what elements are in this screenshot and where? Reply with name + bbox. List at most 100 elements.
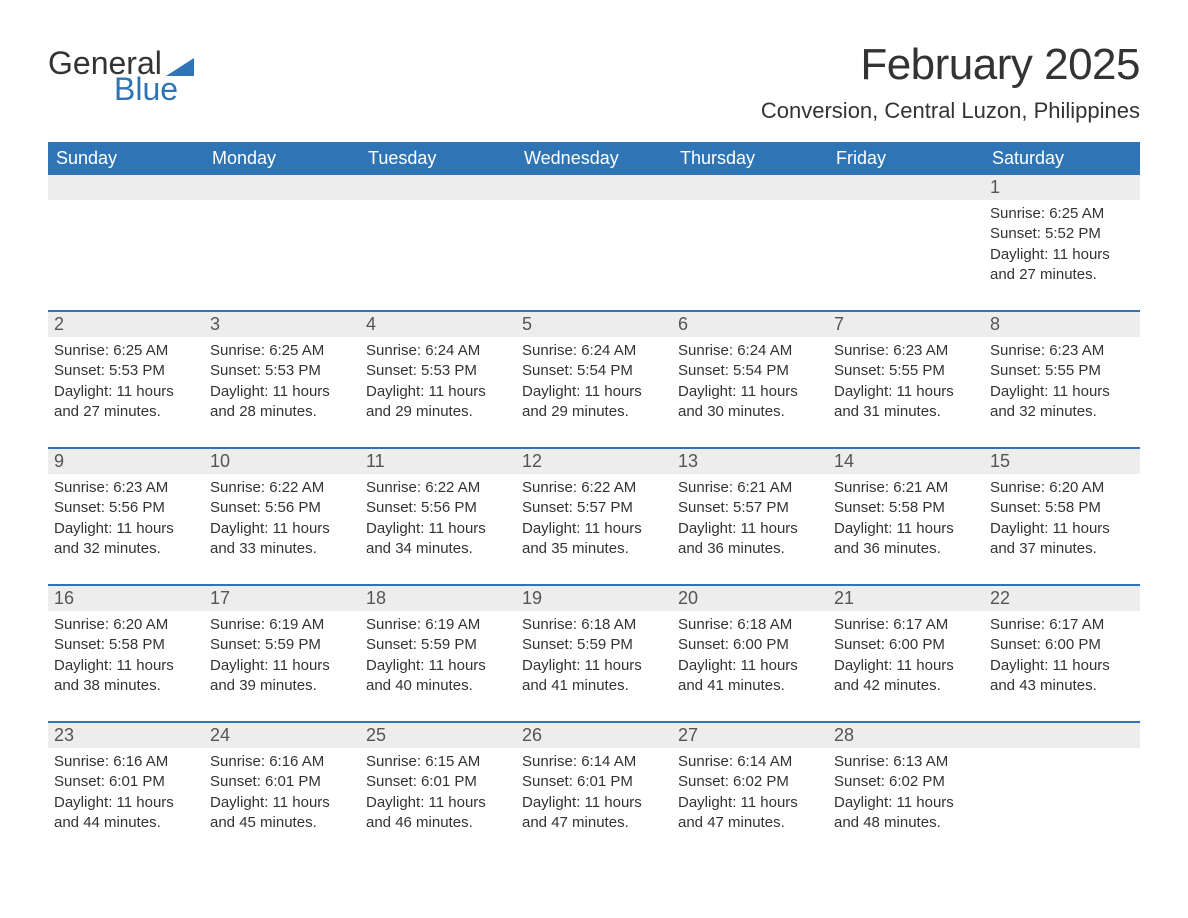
header: General Blue February 2025 Conversion, C… xyxy=(48,40,1140,124)
day-number: 8 xyxy=(984,312,1140,337)
weekday-header: Monday xyxy=(204,142,360,175)
day-number: 19 xyxy=(516,586,672,611)
calendar-empty-cell xyxy=(48,175,204,311)
weekday-header: Thursday xyxy=(672,142,828,175)
day-number: 20 xyxy=(672,586,828,611)
calendar-day-cell: 10Sunrise: 6:22 AM Sunset: 5:56 PM Dayli… xyxy=(204,448,360,585)
day-details: Sunrise: 6:25 AM Sunset: 5:53 PM Dayligh… xyxy=(48,337,204,447)
day-details: Sunrise: 6:16 AM Sunset: 6:01 PM Dayligh… xyxy=(204,748,360,858)
day-number: 7 xyxy=(828,312,984,337)
day-details: Sunrise: 6:24 AM Sunset: 5:54 PM Dayligh… xyxy=(672,337,828,447)
calendar-day-cell: 21Sunrise: 6:17 AM Sunset: 6:00 PM Dayli… xyxy=(828,585,984,722)
title-block: February 2025 Conversion, Central Luzon,… xyxy=(761,40,1140,124)
day-number xyxy=(984,723,1140,748)
day-number: 14 xyxy=(828,449,984,474)
calendar-row: 2Sunrise: 6:25 AM Sunset: 5:53 PM Daylig… xyxy=(48,311,1140,448)
calendar-day-cell: 6Sunrise: 6:24 AM Sunset: 5:54 PM Daylig… xyxy=(672,311,828,448)
logo-triangle-icon xyxy=(166,58,194,76)
day-details: Sunrise: 6:18 AM Sunset: 6:00 PM Dayligh… xyxy=(672,611,828,721)
day-number: 2 xyxy=(48,312,204,337)
calendar-day-cell: 15Sunrise: 6:20 AM Sunset: 5:58 PM Dayli… xyxy=(984,448,1140,585)
day-number: 11 xyxy=(360,449,516,474)
day-number: 17 xyxy=(204,586,360,611)
day-number: 26 xyxy=(516,723,672,748)
calendar-day-cell: 18Sunrise: 6:19 AM Sunset: 5:59 PM Dayli… xyxy=(360,585,516,722)
day-details: Sunrise: 6:19 AM Sunset: 5:59 PM Dayligh… xyxy=(360,611,516,721)
location: Conversion, Central Luzon, Philippines xyxy=(761,98,1140,124)
calendar-day-cell: 12Sunrise: 6:22 AM Sunset: 5:57 PM Dayli… xyxy=(516,448,672,585)
calendar-empty-cell xyxy=(672,175,828,311)
day-details: Sunrise: 6:23 AM Sunset: 5:55 PM Dayligh… xyxy=(984,337,1140,447)
calendar-day-cell: 27Sunrise: 6:14 AM Sunset: 6:02 PM Dayli… xyxy=(672,722,828,858)
calendar-day-cell: 16Sunrise: 6:20 AM Sunset: 5:58 PM Dayli… xyxy=(48,585,204,722)
day-number: 9 xyxy=(48,449,204,474)
day-details: Sunrise: 6:20 AM Sunset: 5:58 PM Dayligh… xyxy=(48,611,204,721)
calendar-day-cell: 11Sunrise: 6:22 AM Sunset: 5:56 PM Dayli… xyxy=(360,448,516,585)
calendar-day-cell: 26Sunrise: 6:14 AM Sunset: 6:01 PM Dayli… xyxy=(516,722,672,858)
calendar-day-cell: 5Sunrise: 6:24 AM Sunset: 5:54 PM Daylig… xyxy=(516,311,672,448)
day-number xyxy=(360,175,516,200)
day-details xyxy=(516,200,672,310)
day-details: Sunrise: 6:14 AM Sunset: 6:01 PM Dayligh… xyxy=(516,748,672,858)
day-details: Sunrise: 6:15 AM Sunset: 6:01 PM Dayligh… xyxy=(360,748,516,858)
day-details: Sunrise: 6:16 AM Sunset: 6:01 PM Dayligh… xyxy=(48,748,204,858)
day-number xyxy=(516,175,672,200)
calendar-day-cell: 2Sunrise: 6:25 AM Sunset: 5:53 PM Daylig… xyxy=(48,311,204,448)
day-details xyxy=(48,200,204,310)
weekday-header: Tuesday xyxy=(360,142,516,175)
calendar-empty-cell xyxy=(828,175,984,311)
weekday-header-row: SundayMondayTuesdayWednesdayThursdayFrid… xyxy=(48,142,1140,175)
day-number xyxy=(204,175,360,200)
calendar-empty-cell xyxy=(984,722,1140,858)
day-number: 27 xyxy=(672,723,828,748)
day-number: 24 xyxy=(204,723,360,748)
calendar-empty-cell xyxy=(516,175,672,311)
calendar-day-cell: 9Sunrise: 6:23 AM Sunset: 5:56 PM Daylig… xyxy=(48,448,204,585)
day-details: Sunrise: 6:21 AM Sunset: 5:57 PM Dayligh… xyxy=(672,474,828,584)
calendar-row: 23Sunrise: 6:16 AM Sunset: 6:01 PM Dayli… xyxy=(48,722,1140,858)
day-details: Sunrise: 6:17 AM Sunset: 6:00 PM Dayligh… xyxy=(828,611,984,721)
calendar-body: 1Sunrise: 6:25 AM Sunset: 5:52 PM Daylig… xyxy=(48,175,1140,858)
calendar-day-cell: 24Sunrise: 6:16 AM Sunset: 6:01 PM Dayli… xyxy=(204,722,360,858)
month-title: February 2025 xyxy=(761,40,1140,90)
calendar-day-cell: 22Sunrise: 6:17 AM Sunset: 6:00 PM Dayli… xyxy=(984,585,1140,722)
calendar-day-cell: 4Sunrise: 6:24 AM Sunset: 5:53 PM Daylig… xyxy=(360,311,516,448)
weekday-header: Friday xyxy=(828,142,984,175)
calendar-day-cell: 7Sunrise: 6:23 AM Sunset: 5:55 PM Daylig… xyxy=(828,311,984,448)
day-details xyxy=(828,200,984,310)
day-number: 15 xyxy=(984,449,1140,474)
day-details: Sunrise: 6:22 AM Sunset: 5:56 PM Dayligh… xyxy=(360,474,516,584)
day-details: Sunrise: 6:23 AM Sunset: 5:56 PM Dayligh… xyxy=(48,474,204,584)
calendar-empty-cell xyxy=(204,175,360,311)
day-details: Sunrise: 6:19 AM Sunset: 5:59 PM Dayligh… xyxy=(204,611,360,721)
calendar-day-cell: 28Sunrise: 6:13 AM Sunset: 6:02 PM Dayli… xyxy=(828,722,984,858)
day-number: 1 xyxy=(984,175,1140,200)
day-number xyxy=(48,175,204,200)
day-details xyxy=(984,748,1140,858)
day-details: Sunrise: 6:21 AM Sunset: 5:58 PM Dayligh… xyxy=(828,474,984,584)
day-details: Sunrise: 6:18 AM Sunset: 5:59 PM Dayligh… xyxy=(516,611,672,721)
day-number: 3 xyxy=(204,312,360,337)
calendar-empty-cell xyxy=(360,175,516,311)
day-number: 5 xyxy=(516,312,672,337)
day-details: Sunrise: 6:24 AM Sunset: 5:53 PM Dayligh… xyxy=(360,337,516,447)
calendar-row: 16Sunrise: 6:20 AM Sunset: 5:58 PM Dayli… xyxy=(48,585,1140,722)
calendar-day-cell: 3Sunrise: 6:25 AM Sunset: 5:53 PM Daylig… xyxy=(204,311,360,448)
calendar-row: 9Sunrise: 6:23 AM Sunset: 5:56 PM Daylig… xyxy=(48,448,1140,585)
day-details xyxy=(360,200,516,310)
day-number: 18 xyxy=(360,586,516,611)
day-details xyxy=(672,200,828,310)
calendar-day-cell: 20Sunrise: 6:18 AM Sunset: 6:00 PM Dayli… xyxy=(672,585,828,722)
weekday-header: Wednesday xyxy=(516,142,672,175)
weekday-header: Sunday xyxy=(48,142,204,175)
day-number: 12 xyxy=(516,449,672,474)
calendar-row: 1Sunrise: 6:25 AM Sunset: 5:52 PM Daylig… xyxy=(48,175,1140,311)
day-details: Sunrise: 6:17 AM Sunset: 6:00 PM Dayligh… xyxy=(984,611,1140,721)
calendar-day-cell: 19Sunrise: 6:18 AM Sunset: 5:59 PM Dayli… xyxy=(516,585,672,722)
day-details: Sunrise: 6:20 AM Sunset: 5:58 PM Dayligh… xyxy=(984,474,1140,584)
logo: General Blue xyxy=(48,40,194,105)
day-details: Sunrise: 6:25 AM Sunset: 5:52 PM Dayligh… xyxy=(984,200,1140,310)
calendar-day-cell: 13Sunrise: 6:21 AM Sunset: 5:57 PM Dayli… xyxy=(672,448,828,585)
day-number: 16 xyxy=(48,586,204,611)
calendar-day-cell: 23Sunrise: 6:16 AM Sunset: 6:01 PM Dayli… xyxy=(48,722,204,858)
